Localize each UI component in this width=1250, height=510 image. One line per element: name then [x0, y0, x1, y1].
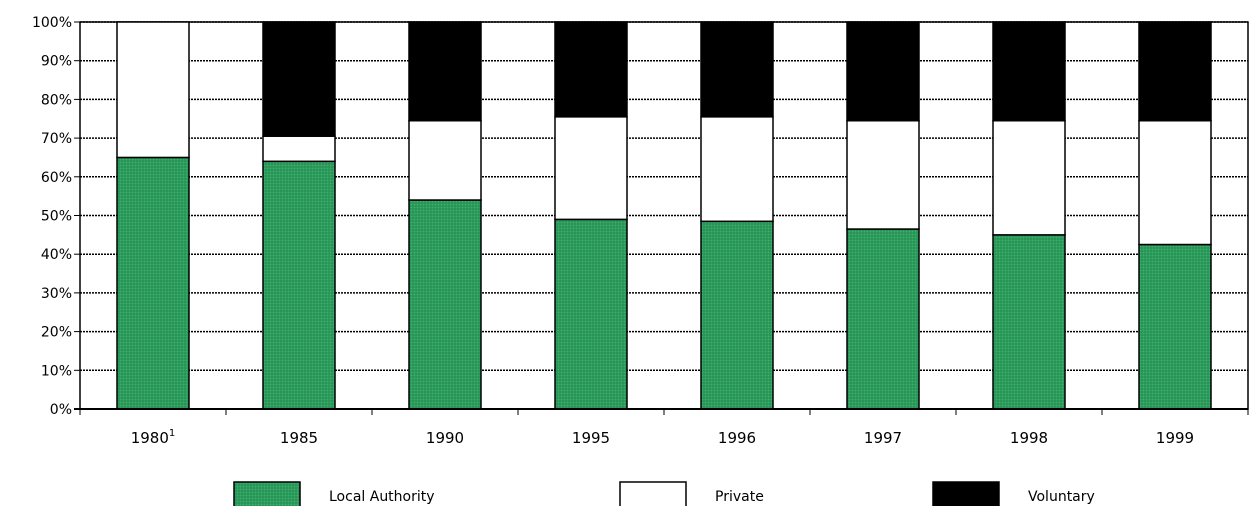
y-tick-label: 10% [41, 363, 72, 379]
bar-private-1995 [554, 116, 628, 221]
legend-swatch-private [619, 481, 687, 510]
y-tick-label: 60% [41, 170, 72, 186]
bar-private-1999 [1138, 119, 1212, 246]
legend-label: Local Authority [329, 489, 435, 505]
x-tick-label: 1985 [280, 429, 318, 447]
bar-private-1998 [992, 119, 1066, 236]
grid-layer [79, 21, 1249, 410]
bar-local-authority-1997 [846, 228, 920, 410]
bar-local-authority-1995 [554, 218, 628, 410]
legend-swatch-local-authority [233, 481, 301, 510]
x-tick-label: 1999 [1156, 429, 1194, 447]
bar-voluntary-1985 [262, 21, 336, 137]
bar-local-authority-1990 [408, 199, 482, 410]
x-tick-label: 1997 [864, 429, 902, 447]
x-tick-label: 1996 [718, 429, 756, 447]
bar-local-authority-1999 [1138, 243, 1212, 410]
y-tick-label: 30% [41, 286, 72, 302]
legend-layer: Local Authority Private Voluntary [233, 481, 1095, 510]
bar-local-authority-1996 [700, 220, 774, 410]
x-tick-superscript: 1 [169, 428, 175, 439]
y-tick-label: 100% [32, 15, 72, 31]
bar-local-authority-1980 [116, 156, 190, 410]
bar-voluntary-1999 [1138, 21, 1212, 122]
bar-voluntary-1990 [408, 21, 482, 122]
bar-private-1990 [408, 119, 482, 201]
x-tick-label: 1998 [1010, 429, 1048, 447]
x-tick-label: 1990 [426, 429, 464, 447]
bar-private-1985 [262, 135, 336, 163]
y-tick-label: 40% [41, 247, 72, 263]
x-tick-label: 19801 [131, 428, 176, 447]
bar-voluntary-1995 [554, 21, 628, 118]
bars-layer [116, 21, 1212, 410]
bar-local-authority-1998 [992, 234, 1066, 410]
x-tick-label: 1995 [572, 429, 610, 447]
bar-private-1980 [116, 21, 190, 159]
y-tick-label: 0% [50, 402, 72, 418]
axis-layer: 0% 10% 20% 30% 40% 50% 60% 70% 80% 90% 100% 19801 19… [32, 15, 1249, 447]
bar-local-authority-1985 [262, 160, 336, 410]
y-tick-label: 90% [41, 54, 72, 70]
legend-label: Voluntary [1028, 489, 1095, 505]
bar-private-1997 [846, 119, 920, 230]
legend-label: Private [715, 489, 764, 505]
bar-voluntary-1996 [700, 21, 774, 118]
bar-voluntary-1997 [846, 21, 920, 122]
bar-private-1996 [700, 116, 774, 223]
y-tick-label: 80% [41, 92, 72, 108]
y-tick-label: 50% [41, 209, 72, 225]
bar-voluntary-1998 [992, 21, 1066, 122]
legend-swatch-voluntary [932, 481, 1000, 510]
y-tick-label: 70% [41, 131, 72, 147]
y-tick-label: 20% [41, 325, 72, 341]
